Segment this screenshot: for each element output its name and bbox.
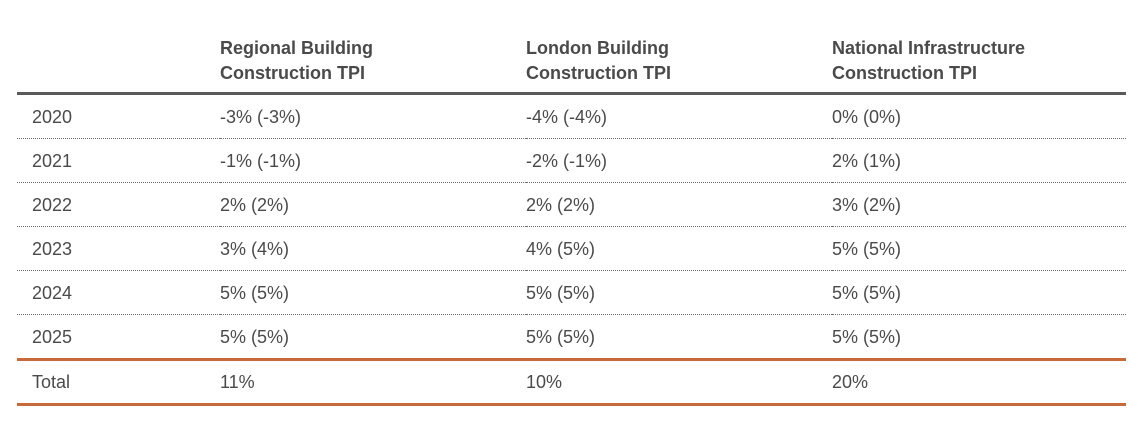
infrastructure-value-cell: 3% (2%) [832,182,1126,227]
regional-value-cell: -3% (-3%) [220,93,526,139]
total-row: Total 11% 10% 20% [17,359,1126,406]
table-row: 2024 5% (5%) 5% (5%) 5% (5%) [17,270,1126,315]
year-cell: 2025 [17,314,220,361]
table-body: 2020 -3% (-3%) -4% (-4%) 0% (0%) 2021 -1… [17,93,1126,361]
year-cell: 2022 [17,182,220,227]
infrastructure-value-cell: 5% (5%) [832,270,1126,315]
year-cell: 2023 [17,226,220,271]
table-row: 2022 2% (2%) 2% (2%) 3% (2%) [17,182,1126,227]
regional-value-cell: -1% (-1%) [220,138,526,183]
regional-value-cell: 5% (5%) [220,314,526,361]
table-row: 2020 -3% (-3%) -4% (-4%) 0% (0%) [17,93,1126,139]
header-regional-building-tpi: Regional Building Construction TPI [220,34,526,95]
header-row: Regional Building Construction TPI Londo… [17,34,1126,95]
header-national-infrastructure-tpi: National Infrastructure Construction TPI [832,34,1126,95]
regional-total-cell: 11% [220,359,526,406]
header-line: Construction TPI [526,63,671,83]
infrastructure-value-cell: 0% (0%) [832,93,1126,139]
table-header: Regional Building Construction TPI Londo… [17,34,1126,95]
header-line: Regional Building [220,38,373,58]
london-value-cell: 4% (5%) [526,226,832,271]
table-row: 2021 -1% (-1%) -2% (-1%) 2% (1%) [17,138,1126,183]
year-cell: 2021 [17,138,220,183]
table-row: 2023 3% (4%) 4% (5%) 5% (5%) [17,226,1126,271]
london-total-cell: 10% [526,359,832,406]
infrastructure-value-cell: 5% (5%) [832,226,1126,271]
london-value-cell: 5% (5%) [526,314,832,361]
header-line: Construction TPI [220,63,365,83]
table-footer: Total 11% 10% 20% [17,359,1126,406]
london-value-cell: 5% (5%) [526,270,832,315]
header-london-building-tpi: London Building Construction TPI [526,34,832,95]
london-value-cell: 2% (2%) [526,182,832,227]
infrastructure-value-cell: 5% (5%) [832,314,1126,361]
total-label: Total [17,359,220,406]
regional-value-cell: 3% (4%) [220,226,526,271]
table-row: 2025 5% (5%) 5% (5%) 5% (5%) [17,314,1126,361]
regional-value-cell: 5% (5%) [220,270,526,315]
regional-value-cell: 2% (2%) [220,182,526,227]
header-year-column [17,34,220,95]
year-cell: 2020 [17,93,220,139]
header-line: National Infrastructure [832,38,1026,58]
header-line: Construction TPI [832,63,977,83]
london-value-cell: -2% (-1%) [526,138,832,183]
tpi-forecast-table: Regional Building Construction TPI Londo… [17,34,1126,406]
london-value-cell: -4% (-4%) [526,93,832,139]
header-line: London Building [526,38,669,58]
year-cell: 2024 [17,270,220,315]
infrastructure-value-cell: 2% (1%) [832,138,1126,183]
infrastructure-total-cell: 20% [832,359,1126,406]
